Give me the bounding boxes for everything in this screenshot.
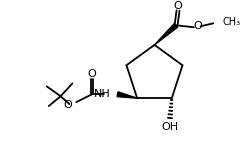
Polygon shape [154, 23, 178, 45]
Text: CH₃: CH₃ [222, 17, 240, 27]
Text: OH: OH [161, 122, 178, 132]
Text: O: O [174, 1, 182, 11]
Text: O: O [193, 21, 202, 31]
Polygon shape [117, 92, 137, 98]
Text: O: O [88, 69, 96, 79]
Text: O: O [64, 100, 72, 110]
Text: NH: NH [94, 89, 111, 99]
